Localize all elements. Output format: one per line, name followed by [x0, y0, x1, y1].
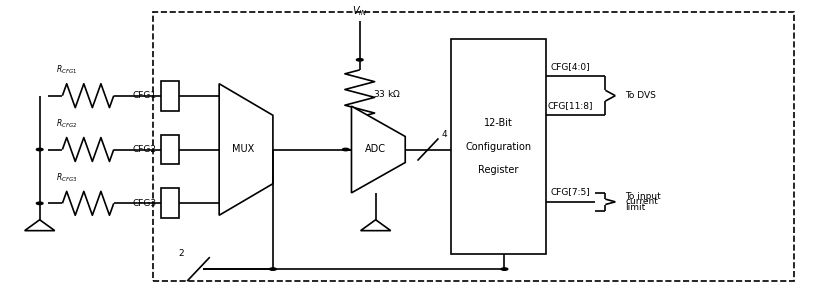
- Text: ADC: ADC: [366, 144, 386, 155]
- Circle shape: [342, 148, 349, 151]
- Text: $V_{IN}$: $V_{IN}$: [352, 4, 367, 18]
- Text: $R_{CFG1}$: $R_{CFG1}$: [56, 64, 77, 76]
- Bar: [161, 188, 179, 218]
- Bar: [161, 81, 179, 111]
- Text: current: current: [625, 197, 658, 206]
- Text: CFG1: CFG1: [132, 91, 156, 100]
- Text: $R_{CFG2}$: $R_{CFG2}$: [56, 118, 77, 130]
- Polygon shape: [219, 84, 273, 215]
- Text: 33 k$\Omega$: 33 k$\Omega$: [373, 88, 401, 99]
- Text: Register: Register: [478, 165, 519, 176]
- Text: 2: 2: [178, 249, 184, 258]
- Text: CFG[7:5]: CFG[7:5]: [551, 187, 590, 196]
- Circle shape: [270, 268, 276, 270]
- Text: Configuration: Configuration: [466, 141, 531, 152]
- Polygon shape: [351, 106, 405, 193]
- Text: CFG[4:0]: CFG[4:0]: [551, 62, 590, 71]
- Text: 4: 4: [442, 130, 447, 139]
- Bar: [451, 39, 546, 254]
- Text: limit: limit: [625, 203, 645, 212]
- Text: CFG2: CFG2: [132, 145, 156, 154]
- Circle shape: [356, 59, 363, 61]
- Bar: [161, 135, 179, 164]
- Text: CFG[11:8]: CFG[11:8]: [547, 101, 594, 110]
- Text: To input: To input: [625, 192, 661, 201]
- Circle shape: [36, 202, 43, 205]
- Circle shape: [36, 148, 43, 151]
- Bar: [153, 12, 794, 281]
- Text: $R_{CFG3}$: $R_{CFG3}$: [56, 171, 77, 184]
- Text: MUX: MUX: [232, 144, 255, 155]
- Text: 12-Bit: 12-Bit: [484, 118, 513, 128]
- Circle shape: [501, 268, 508, 270]
- Text: To DVS: To DVS: [625, 91, 656, 100]
- Text: CFG3: CFG3: [132, 199, 156, 208]
